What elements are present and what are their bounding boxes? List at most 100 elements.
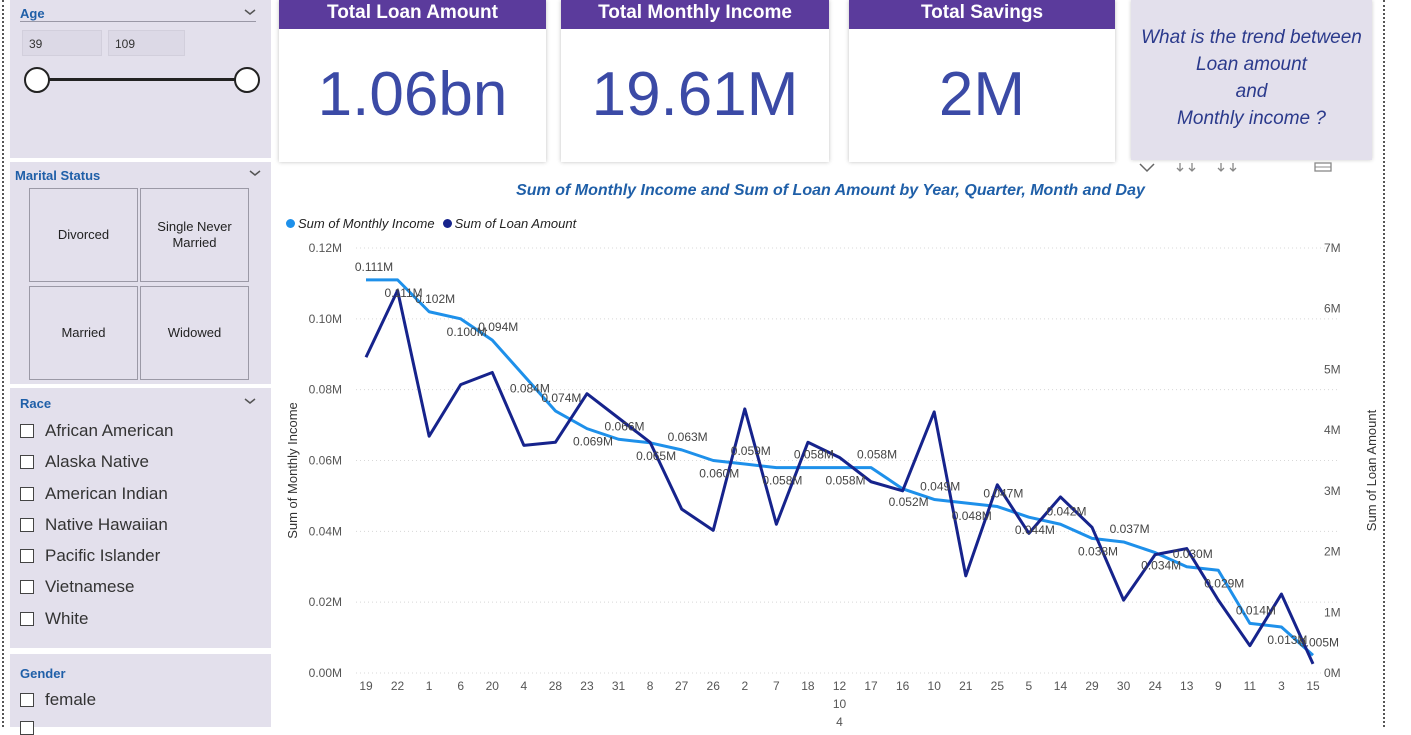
age-slicer: Age 39 109 xyxy=(10,0,271,158)
y-tick-label: 0.02M xyxy=(309,595,342,609)
kpi-card-total-monthly-income: Total Monthly Income 19.61M xyxy=(561,0,829,162)
checkbox[interactable] xyxy=(20,424,34,438)
data-label: 0.029M xyxy=(1204,576,1244,590)
drill-down-icon[interactable] xyxy=(1176,162,1200,174)
race-option-vietnamese[interactable]: Vietnamese xyxy=(20,575,134,599)
x-tick-label: 26 xyxy=(707,679,721,693)
race-option-american-indian[interactable]: American Indian xyxy=(20,482,168,506)
y2-tick-label: 5M xyxy=(1324,362,1341,376)
marital-tile-single-never-married[interactable]: Single Never Married xyxy=(140,188,249,282)
marital-tile-widowed[interactable]: Widowed xyxy=(140,286,249,380)
gender-option-label: female xyxy=(45,690,97,709)
checkbox[interactable] xyxy=(20,612,34,626)
age-title-underline xyxy=(20,21,256,22)
checkbox[interactable] xyxy=(20,721,34,735)
age-min-input[interactable]: 39 xyxy=(22,30,102,56)
race-option-white[interactable]: White xyxy=(20,607,88,631)
y2-tick-label: 6M xyxy=(1324,302,1341,316)
x-tick-label: 14 xyxy=(1054,679,1068,693)
x-tick-label: 19 xyxy=(359,679,373,693)
x-tick-label: 31 xyxy=(612,679,626,693)
race-option-label: African American xyxy=(45,421,174,440)
data-label: 0.069M xyxy=(573,435,613,449)
y-axis-title: Sum of Monthly Income xyxy=(285,402,300,539)
checkbox[interactable] xyxy=(20,518,34,532)
age-slider-min-handle[interactable] xyxy=(24,67,50,93)
data-label: 0.058M xyxy=(825,474,865,488)
y-tick-label: 0.10M xyxy=(309,312,342,326)
age-max-input[interactable]: 109 xyxy=(108,30,185,56)
race-option-alaska-native[interactable]: Alaska Native xyxy=(20,450,149,474)
data-label: 0.100M xyxy=(447,325,487,339)
legend-item-loan[interactable]: Sum of Loan Amount xyxy=(442,216,577,231)
chart-title: Sum of Monthly Income and Sum of Loan Am… xyxy=(516,182,1145,199)
x-tick-label: 13 xyxy=(1180,679,1194,693)
race-option-native-hawaiian[interactable]: Native Hawaiian xyxy=(20,513,168,537)
data-label: 0.013M xyxy=(1267,633,1307,647)
age-slider-max-handle[interactable] xyxy=(234,67,260,93)
x-tick-label: 5 xyxy=(1026,679,1033,693)
y2-tick-label: 2M xyxy=(1324,545,1341,559)
y-tick-label: 0.00M xyxy=(309,666,342,680)
kpi-card-total-savings: Total Savings 2M xyxy=(849,0,1115,162)
x-tick-label: 2 xyxy=(741,679,748,693)
data-label: 0.066M xyxy=(605,419,645,433)
chevron-down-icon[interactable] xyxy=(243,396,257,406)
race-option-african-american[interactable]: African American xyxy=(20,419,174,443)
gender-option-female[interactable]: female xyxy=(20,688,96,712)
race-option-label: Native Hawaiian xyxy=(45,515,168,534)
race-option-pacific-islander[interactable]: Pacific Islander xyxy=(20,544,160,568)
y2-tick-label: 0M xyxy=(1324,666,1341,680)
canvas-right-border xyxy=(1383,0,1385,727)
chart-legend: Sum of Monthly Income Sum of Loan Amount xyxy=(286,216,584,231)
data-label: 0.034M xyxy=(1141,559,1181,573)
y2-tick-label: 3M xyxy=(1324,484,1341,498)
x-hierarchy-label: 10 xyxy=(833,697,847,711)
checkbox[interactable] xyxy=(20,580,34,594)
checkbox[interactable] xyxy=(20,487,34,501)
legend-label: Sum of Monthly Income xyxy=(298,216,435,231)
y2-axis-title: Sum of Loan Amount xyxy=(1364,409,1379,531)
data-label: 0.094M xyxy=(478,320,518,334)
data-label: 0.049M xyxy=(920,479,960,493)
race-option-label: Alaska Native xyxy=(45,452,149,471)
canvas-left-border xyxy=(2,0,4,727)
x-tick-label: 22 xyxy=(391,679,405,693)
race-option-label: Pacific Islander xyxy=(45,546,161,565)
race-option-label: American Indian xyxy=(45,484,168,503)
data-label: 0.111M xyxy=(384,286,422,300)
data-label: 0.042M xyxy=(1046,504,1086,518)
focus-mode-icon[interactable] xyxy=(1313,160,1335,172)
gender-slicer-title: Gender xyxy=(20,666,66,681)
x-tick-label: 17 xyxy=(864,679,878,693)
data-label: 0.044M xyxy=(1015,523,1055,537)
kpi-title: Total Loan Amount xyxy=(279,0,546,29)
checkbox[interactable] xyxy=(20,549,34,563)
x-tick-label: 27 xyxy=(675,679,689,693)
x-tick-label: 10 xyxy=(928,679,942,693)
data-label: 0.060M xyxy=(699,467,739,481)
age-slider-track[interactable] xyxy=(38,78,248,81)
x-tick-label: 8 xyxy=(647,679,654,693)
checkbox[interactable] xyxy=(20,693,34,707)
x-tick-label: 18 xyxy=(801,679,815,693)
data-label: 0.065M xyxy=(636,449,676,463)
marital-tile-divorced[interactable]: Divorced xyxy=(29,188,138,282)
legend-item-income[interactable]: Sum of Monthly Income xyxy=(286,216,435,231)
drill-up-icon[interactable] xyxy=(1137,162,1157,174)
race-slicer: Race xyxy=(10,388,271,648)
chevron-down-icon[interactable] xyxy=(248,168,262,178)
race-option-label: Vietnamese xyxy=(45,577,135,596)
marital-tile-married[interactable]: Married xyxy=(29,286,138,380)
checkbox[interactable] xyxy=(20,455,34,469)
legend-label: Sum of Loan Amount xyxy=(454,216,577,231)
expand-all-icon[interactable] xyxy=(1217,162,1241,174)
chevron-down-icon[interactable] xyxy=(243,7,257,17)
data-label: 0.058M xyxy=(794,448,834,462)
data-label: 0.059M xyxy=(731,444,771,458)
data-label: 0.058M xyxy=(857,448,897,462)
x-tick-label: 21 xyxy=(959,679,973,693)
line-chart-visual[interactable]: Sum of Monthly Income and Sum of Loan Am… xyxy=(279,176,1382,727)
x-tick-label: 11 xyxy=(1244,679,1257,693)
x-tick-label: 30 xyxy=(1117,679,1131,693)
